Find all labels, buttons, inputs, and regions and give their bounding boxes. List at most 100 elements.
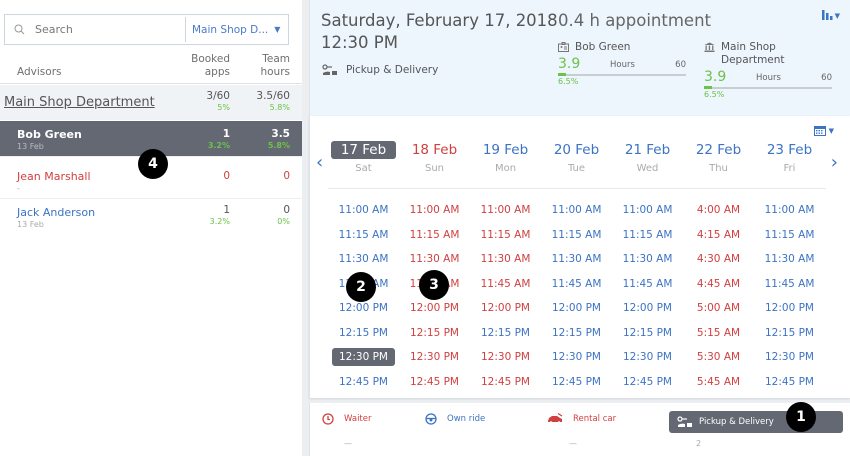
timeslot-available[interactable]: 11:15 AM	[622, 228, 673, 241]
meter-max: 60	[675, 60, 686, 70]
department-name-link[interactable]: Main Shop Department	[4, 95, 155, 110]
calendar-icon	[813, 126, 826, 136]
chart-menu-button[interactable]: ▼	[821, 9, 840, 20]
meter-percent: 6.5%	[704, 90, 725, 99]
timeslot-unavailable[interactable]: 4:30 AM	[696, 253, 741, 266]
timeslot-available[interactable]: 11:00 AM	[764, 204, 815, 217]
timeslot-available[interactable]: 12:45 PM	[339, 375, 388, 388]
day-tab-20-feb[interactable]: 20 Feb Tue	[553, 142, 600, 174]
timeslot-available[interactable]: 11:30 AM	[338, 253, 389, 266]
timeslot-unavailable[interactable]: 11:00 AM	[409, 204, 460, 217]
timeslot-unavailable[interactable]: 5:30 AM	[696, 351, 741, 364]
timeslot-available[interactable]: 11:30 AM	[622, 253, 673, 266]
pickup-delivery-icon	[322, 64, 337, 75]
timeslot-unavailable[interactable]: 12:45 PM	[410, 375, 459, 388]
advisor-booked: 0	[223, 170, 230, 182]
annotation-marker-4: 4	[138, 149, 168, 179]
timeslot-available[interactable]: 11:15 AM	[551, 228, 602, 241]
advisor-name: Jack Anderson	[17, 206, 96, 219]
timeslot-unavailable[interactable]: 11:00 AM	[480, 204, 531, 217]
timeslot-unavailable[interactable]: 12:00 PM	[481, 302, 530, 315]
timeslot-available[interactable]: 12:00 PM	[623, 302, 672, 315]
timeslot-available[interactable]: 12:45 PM	[765, 375, 814, 388]
day-tab-23-feb[interactable]: 23 Feb Fri	[766, 142, 813, 174]
department-select[interactable]: Main Shop D... ▼	[185, 17, 288, 42]
timeslot-available[interactable]: 11:30 AM	[551, 253, 602, 266]
meter-value: 3.9	[558, 56, 581, 72]
timeslot-unavailable[interactable]: 5:45 AM	[696, 375, 741, 388]
day-tab-19-feb[interactable]: 19 Feb Mon	[482, 142, 529, 174]
timeslot-available[interactable]: 11:00 AM	[551, 204, 602, 217]
timeslot-available[interactable]: 11:00 AM	[622, 204, 673, 217]
timeslot-selected[interactable]: 12:30 PM	[328, 345, 399, 370]
timeslot-available[interactable]: 12:15 PM	[552, 326, 601, 339]
timeslot-unavailable[interactable]: 11:30 AM	[409, 253, 460, 266]
search-icon	[5, 15, 29, 44]
timeslot-available[interactable]: 12:15 PM	[765, 326, 814, 339]
timeslot-unavailable[interactable]: 11:15 AM	[480, 228, 531, 241]
timeslot-unavailable[interactable]: 12:30 PM	[410, 351, 459, 364]
timeslot-available[interactable]: 11:45 AM	[551, 277, 602, 290]
calendar-picker-button[interactable]: ▼	[813, 125, 834, 136]
timeslot-available[interactable]: 12:15 PM	[339, 326, 388, 339]
bank-building-icon	[704, 42, 715, 52]
timeslot-unavailable[interactable]: 11:15 AM	[409, 228, 460, 241]
timeslot-available[interactable]: 12:45 PM	[552, 375, 601, 388]
timeslot-unavailable[interactable]: 12:30 PM	[481, 351, 530, 364]
meter-unit: Hours	[610, 60, 635, 70]
timeslot-unavailable[interactable]: 12:45 PM	[481, 375, 530, 388]
timeslot-unavailable[interactable]: 5:00 AM	[696, 302, 741, 315]
bar-chart-icon	[821, 10, 833, 20]
advisor-booked: 1 3.2%	[209, 204, 230, 226]
advisor-date: 13 Feb	[17, 142, 44, 151]
column-advisors: Advisors	[17, 66, 62, 78]
timeslot-available[interactable]: 11:45 AM	[764, 277, 815, 290]
transport-option-rental-car[interactable]: Rental car	[547, 413, 616, 424]
chevron-right-icon[interactable]: ›	[830, 152, 838, 173]
chevron-left-icon[interactable]: ‹	[316, 152, 324, 173]
id-badge-icon	[558, 42, 569, 52]
advisor-row-jack-anderson[interactable]: Jack Anderson 13 Feb 1 3.2% 0 0%	[0, 199, 302, 235]
timeslot-unavailable[interactable]: 4:45 AM	[696, 277, 741, 290]
timeslot-unavailable[interactable]: 11:30 AM	[480, 253, 531, 266]
day-tab-17-feb[interactable]: 17 Feb Sat	[328, 139, 399, 188]
day-tab-18-feb[interactable]: 18 Feb Sun	[411, 142, 458, 174]
advisor-hours: 3.5 5.8%	[267, 128, 290, 150]
timeslot-unavailable[interactable]: 4:00 AM	[696, 204, 741, 217]
transport-option-pickup-delivery[interactable]: Pickup & Delivery	[669, 411, 843, 433]
advisor-panel: Main Shop D... ▼ Advisors Booked apps Te…	[0, 0, 302, 456]
timeslot-available[interactable]: 12:00 PM	[765, 302, 814, 315]
meter-progress-bar	[704, 86, 832, 89]
timeslot-available[interactable]: 12:30 PM	[552, 351, 601, 364]
timeslot-available[interactable]: 12:45 PM	[623, 375, 672, 388]
column-team-hours[interactable]: Team hours	[260, 53, 290, 78]
timeslot-available[interactable]: 12:15 PM	[481, 326, 530, 339]
search-input[interactable]	[29, 15, 185, 44]
timeslot-available[interactable]: 12:00 PM	[552, 302, 601, 315]
transport-option-waiter[interactable]: Waiter	[322, 413, 372, 425]
day-tab-22-feb[interactable]: 22 Feb Thu	[695, 142, 742, 174]
appointment-date: Saturday, February 17, 2018	[321, 11, 558, 30]
timeslot-available[interactable]: 11:15 AM	[338, 228, 389, 241]
department-hours-meter: Main Shop Department 3.9 Hours 60 6.5%	[704, 41, 832, 99]
timeslot-available[interactable]: 12:30 PM	[765, 351, 814, 364]
timeslot-unavailable[interactable]: 12:00 PM	[410, 302, 459, 315]
timeslot-unavailable[interactable]: 12:15 PM	[410, 326, 459, 339]
timeslot-available[interactable]: 11:00 AM	[338, 204, 389, 217]
day-tab-21-feb[interactable]: 21 Feb Wed	[624, 142, 671, 174]
column-booked-apps[interactable]: Booked apps	[191, 53, 230, 78]
timeslot-unavailable[interactable]: 4:15 AM	[696, 228, 741, 241]
timeslot-available[interactable]: 12:30 PM	[623, 351, 672, 364]
timeslot-unavailable[interactable]: 11:45 AM	[480, 277, 531, 290]
department-row[interactable]: Main Shop Department 3/60 5% 3.5/60 5.8%	[0, 85, 302, 120]
timeslot-available[interactable]: 12:15 PM	[623, 326, 672, 339]
timeslot-unavailable[interactable]: 5:15 AM	[696, 326, 741, 339]
timeslot-available[interactable]: 11:15 AM	[764, 228, 815, 241]
transport-option-own-ride[interactable]: Own ride	[425, 413, 485, 425]
timeslot-available[interactable]: 11:45 AM	[622, 277, 673, 290]
timeslot-available[interactable]: 12:00 PM	[339, 302, 388, 315]
timeslot-available[interactable]: 11:30 AM	[764, 253, 815, 266]
advisor-row-jean-marshall[interactable]: Jean Marshall - 0 0	[0, 158, 302, 199]
advisor-hours: 0 0%	[277, 204, 290, 226]
car-icon	[548, 413, 563, 424]
